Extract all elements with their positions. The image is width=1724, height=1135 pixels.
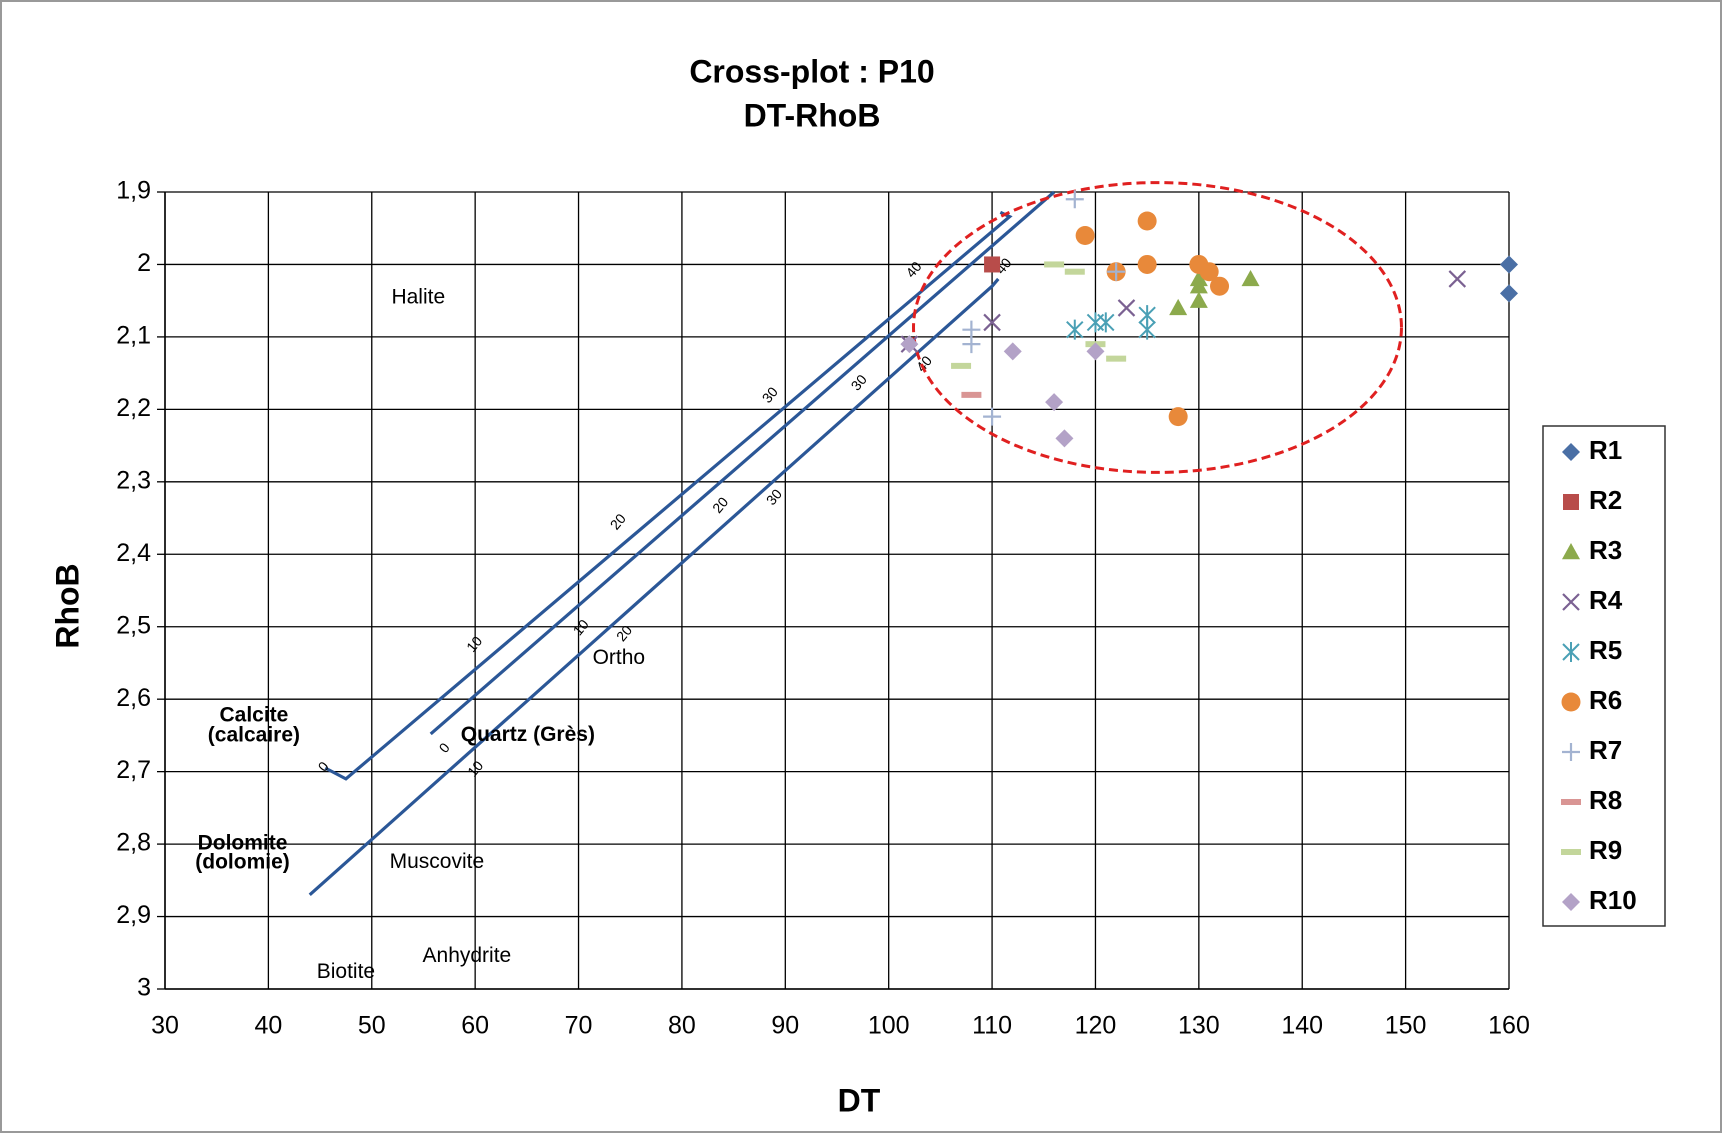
x-tick-label: 60	[461, 1012, 489, 1040]
point	[1199, 262, 1219, 282]
mineral-label: Ortho	[593, 646, 646, 669]
y-tick-label: 2,1	[116, 322, 151, 350]
point	[1241, 269, 1260, 287]
chart-subtitle: DT-RhoB	[744, 97, 881, 133]
chart-title: Cross-plot : P10	[689, 53, 934, 89]
legend-marker	[1561, 849, 1581, 855]
mineral-label: Muscovite	[390, 850, 485, 873]
mineral-label: Halite	[391, 285, 445, 308]
legend-label: R4	[1589, 585, 1623, 615]
x-tick-label: 150	[1385, 1012, 1427, 1040]
y-tick-label: 1,9	[116, 177, 151, 205]
point	[1500, 284, 1518, 303]
point	[1086, 342, 1105, 361]
reference-line	[429, 190, 1056, 736]
legend-label: R3	[1589, 535, 1622, 565]
y-tick-label: 3	[137, 974, 151, 1002]
x-tick-label: 30	[151, 1012, 179, 1040]
legend-marker	[1562, 642, 1580, 662]
legend-label: R8	[1589, 785, 1622, 815]
x-tick-label: 90	[771, 1012, 799, 1040]
point	[1003, 342, 1022, 361]
x-tick-label: 70	[565, 1012, 593, 1040]
reference-line	[308, 277, 1000, 897]
x-tick-label: 130	[1178, 1012, 1220, 1040]
x-tick-label: 140	[1281, 1012, 1323, 1040]
legend-marker	[1562, 443, 1580, 461]
point	[984, 256, 1001, 273]
mineral-label: Dolomite	[198, 832, 288, 855]
legend-label: R9	[1589, 835, 1622, 865]
y-tick-label: 2,6	[116, 684, 151, 712]
point	[1169, 298, 1188, 316]
point	[1065, 190, 1084, 209]
x-tick-label: 100	[868, 1012, 910, 1040]
point	[961, 391, 982, 398]
y-tick-label: 2,2	[116, 394, 151, 422]
x-tick-label: 110	[972, 1012, 1012, 1040]
y-tick-label: 2,3	[116, 466, 151, 494]
point	[1210, 276, 1230, 296]
point	[1086, 312, 1105, 333]
point	[1064, 268, 1085, 275]
point	[951, 362, 972, 369]
legend-marker	[1563, 494, 1579, 510]
point	[962, 335, 981, 354]
legend-label: R10	[1589, 885, 1637, 915]
legend-marker	[1562, 893, 1580, 911]
point	[1107, 262, 1126, 281]
point	[983, 313, 1001, 332]
x-tick-label: 160	[1488, 1012, 1530, 1040]
mineral-label: Quartz (Grès)	[461, 723, 595, 746]
point	[1044, 261, 1065, 268]
point	[1137, 211, 1157, 231]
point	[1138, 319, 1156, 340]
legend-label: R6	[1589, 685, 1622, 715]
point	[900, 335, 919, 354]
legend-marker	[1561, 692, 1581, 712]
point	[1075, 225, 1095, 245]
x-tick-label: 120	[1075, 1012, 1117, 1040]
mineral-label: Anhydrite	[423, 944, 512, 967]
point	[1448, 270, 1467, 288]
y-axis-title: RhoB	[49, 563, 85, 648]
mineral-label: Biotite	[317, 960, 375, 983]
point	[1066, 319, 1084, 340]
legend-label: R7	[1589, 735, 1622, 765]
legend-marker	[1562, 543, 1580, 560]
legend-label: R2	[1589, 485, 1622, 515]
y-tick-label: 2,5	[116, 611, 151, 639]
highlight-ellipse	[912, 181, 1403, 474]
legend-marker	[1562, 743, 1580, 761]
legend-marker	[1562, 593, 1580, 611]
point	[1189, 291, 1208, 308]
legend-label: R1	[1589, 435, 1622, 465]
point	[1055, 429, 1074, 448]
y-tick-label: 2,4	[116, 539, 151, 567]
x-tick-label: 40	[254, 1012, 282, 1040]
y-tick-label: 2	[137, 249, 151, 277]
point	[1500, 255, 1518, 274]
mineral-label: Calcite	[219, 703, 288, 726]
point	[1168, 407, 1188, 427]
y-tick-label: 2,7	[116, 756, 151, 784]
x-tick-label: 50	[358, 1012, 386, 1040]
point	[1189, 269, 1208, 287]
y-tick-label: 2,8	[116, 829, 151, 857]
legend-marker	[1561, 799, 1581, 805]
x-tick-label: 80	[668, 1012, 696, 1040]
x-axis-title: DT	[838, 1082, 881, 1118]
point	[1045, 393, 1064, 412]
point	[983, 407, 1002, 426]
y-tick-label: 2,9	[116, 901, 151, 929]
point	[1106, 355, 1127, 362]
point	[1137, 254, 1157, 274]
legend-label: R5	[1589, 635, 1622, 665]
mineral-label: (calcaire)	[208, 724, 300, 747]
mineral-label: (dolomie)	[195, 850, 290, 873]
point	[1117, 299, 1136, 317]
